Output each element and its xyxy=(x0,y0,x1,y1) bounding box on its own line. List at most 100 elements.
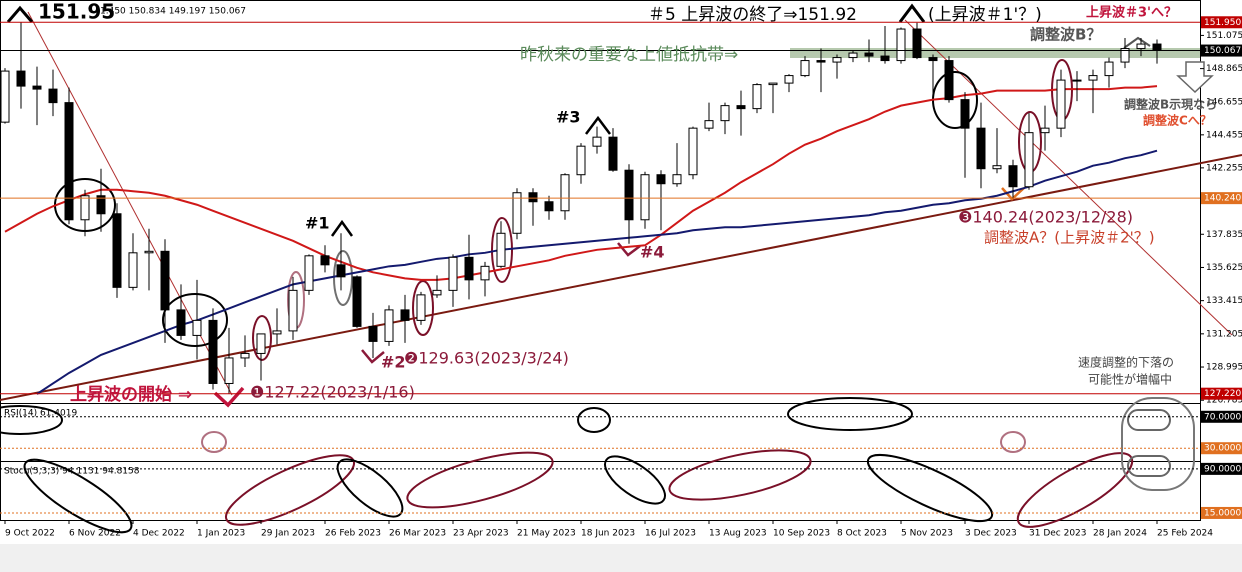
candle-body xyxy=(192,319,202,336)
candle-body xyxy=(128,252,138,288)
peak-mark xyxy=(6,5,34,23)
candle-body xyxy=(768,82,778,86)
peak-mark xyxy=(898,3,926,23)
highlight-ellipse xyxy=(866,453,994,523)
candle-body xyxy=(256,333,266,354)
x-tick-label: 23 Apr 2023 xyxy=(453,529,509,539)
x-tick-label: 25 Feb 2024 xyxy=(1157,529,1213,539)
y-tick-label: 133.415 xyxy=(1206,296,1242,306)
trend-line xyxy=(0,154,1242,401)
candle-body xyxy=(240,352,250,359)
candle-body xyxy=(544,201,554,212)
candle-body xyxy=(368,325,378,342)
candle-body xyxy=(704,120,714,129)
price-level-label: 150.067 xyxy=(1204,46,1241,56)
x-tick-label: 29 Jan 2023 xyxy=(261,529,315,539)
x-tick-label: 10 Sep 2023 xyxy=(773,529,830,539)
x-tick-label: 28 Jan 2024 xyxy=(1093,529,1147,539)
candle-body xyxy=(96,195,106,215)
candle-body xyxy=(528,192,538,203)
peak-mark xyxy=(330,219,354,237)
trough-mark xyxy=(361,349,385,364)
highlight-ellipse xyxy=(604,455,666,505)
resistance-band xyxy=(790,48,1200,58)
x-tick-label: 3 Dec 2023 xyxy=(965,529,1017,539)
price-level-label: 140.240 xyxy=(1204,194,1241,204)
candle-body xyxy=(1120,48,1130,63)
candle-body xyxy=(144,250,154,254)
x-tick-label: 18 Jun 2023 xyxy=(581,529,635,539)
candle-body xyxy=(160,250,170,311)
highlight-box xyxy=(1127,455,1171,477)
candle-body xyxy=(320,255,330,266)
candle-body xyxy=(864,52,874,57)
highlight-ellipse xyxy=(333,250,353,306)
candle-body xyxy=(112,213,122,288)
candle-body xyxy=(80,195,90,221)
annotation: 調整波A？(上昇波＃2'？) xyxy=(984,229,1155,247)
moving-average xyxy=(36,149,1158,395)
candle-body xyxy=(448,256,458,291)
x-tick-label: 5 Nov 2023 xyxy=(901,529,953,539)
candle-body xyxy=(976,127,986,170)
annotation: #1 xyxy=(305,214,330,233)
y-tick-label: 128.995 xyxy=(1206,363,1242,373)
candle-body xyxy=(688,127,698,176)
annotation: ＃5 上昇波の終了⇒151.92 xyxy=(648,5,857,25)
candle-body xyxy=(432,289,442,296)
annotation: #3 xyxy=(556,108,581,127)
highlight-ellipse xyxy=(336,458,404,518)
level-box xyxy=(1201,410,1242,423)
candle-body xyxy=(1088,75,1098,81)
peak-mark xyxy=(1123,36,1151,49)
y-tick-label: 137.835 xyxy=(1206,230,1242,240)
frame xyxy=(0,0,1201,521)
candle-body xyxy=(208,319,218,384)
x-tick-label: 16 Jul 2023 xyxy=(645,529,696,539)
candle-body xyxy=(1056,79,1066,129)
x-tick-label: 8 Oct 2023 xyxy=(837,529,887,539)
candle-body xyxy=(992,165,1002,170)
header-info: 1.450 150.834 149.197 150.067 xyxy=(100,7,246,17)
candle-body xyxy=(832,57,842,63)
highlight-ellipse xyxy=(162,293,228,347)
candle-body xyxy=(0,70,10,123)
tab-bar xyxy=(0,544,1242,572)
candle-body xyxy=(496,232,506,267)
candle-body xyxy=(64,102,74,221)
price-level-box xyxy=(1201,387,1242,400)
candle-body xyxy=(224,357,234,384)
x-tick-label: 31 Dec 2023 xyxy=(1029,529,1087,539)
price-level-label: 127.220 xyxy=(1204,389,1241,399)
annotation: 速度調整的下落の xyxy=(1078,355,1174,370)
price-level-box xyxy=(1201,192,1242,205)
candle-body xyxy=(640,174,650,221)
peak-mark xyxy=(585,115,611,135)
price-level-box xyxy=(1201,44,1242,57)
decorations xyxy=(0,3,1242,534)
candle-body xyxy=(352,276,362,327)
annotation: #4 xyxy=(640,243,665,262)
highlight-ellipse xyxy=(491,217,513,283)
y-tick-label: 142.255 xyxy=(1206,163,1242,173)
candle-body xyxy=(736,105,746,110)
annotation: 上昇波＃3'へ？ xyxy=(1086,5,1177,21)
candle-body xyxy=(944,60,954,101)
annotation: 昨秋来の重要な上値抵抗帯⇒ xyxy=(520,45,738,65)
y-tick-label: 148.865 xyxy=(1206,64,1242,74)
highlight-ellipse xyxy=(668,449,812,501)
price-level-box xyxy=(1201,16,1242,29)
x-tick-label: 9 Oct 2022 xyxy=(5,529,55,539)
highlight-ellipse xyxy=(252,315,272,361)
candle-body xyxy=(512,192,522,234)
candle-body xyxy=(912,28,922,59)
candle-body xyxy=(656,174,666,185)
highlight-box xyxy=(1121,397,1195,491)
annotation: 可能性が増幅中 xyxy=(1088,372,1172,387)
y-tick-label: 131.205 xyxy=(1206,329,1242,339)
candle-body xyxy=(32,85,42,90)
x-tick-label: 21 May 2023 xyxy=(517,529,576,539)
candle-body xyxy=(848,52,858,59)
annotation: 調整波B？ xyxy=(1030,26,1101,44)
highlight-box xyxy=(1127,409,1171,431)
